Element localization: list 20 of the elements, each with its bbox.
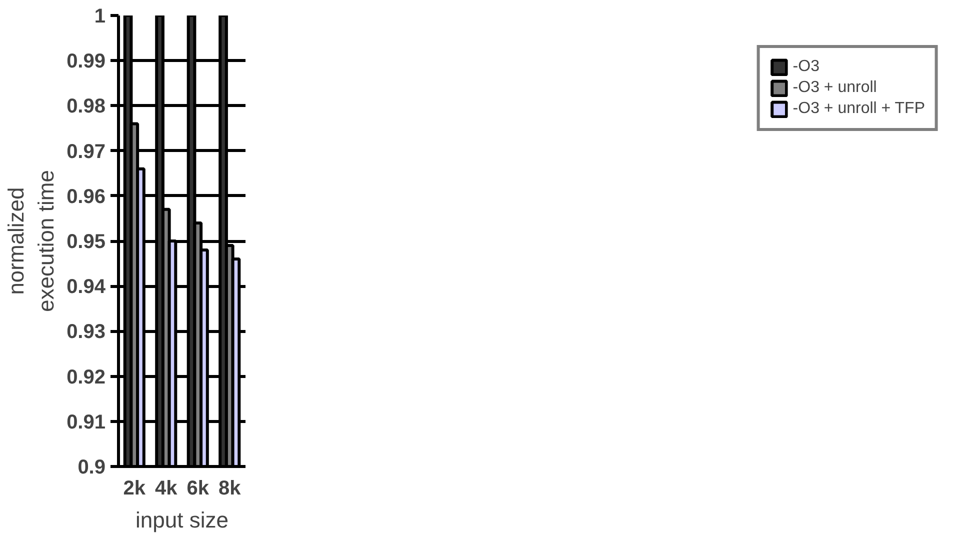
- y-tick-label: 1: [94, 6, 106, 28]
- y-tick-label: 0.96: [66, 186, 106, 208]
- legend-label: -O3 + unroll: [792, 79, 877, 97]
- y-tick-label: 0.91: [66, 411, 106, 434]
- y-tick-label: 0.97: [66, 140, 106, 163]
- x-tick-label: 4k: [155, 478, 178, 500]
- y-tick-label: 0.99: [66, 50, 106, 73]
- y-tick-label: 0.92: [66, 366, 106, 388]
- x-tick-label: 8k: [218, 478, 242, 500]
- x-tick-label: 6k: [186, 478, 210, 500]
- y-tick-label: 0.9: [78, 456, 106, 478]
- y-tick-label: 0.95: [66, 231, 106, 253]
- y-tick-label: 0.93: [66, 321, 106, 344]
- legend-label: -O3: [792, 58, 820, 76]
- x-tick-label: 2k: [123, 478, 146, 500]
- legend-label: -O3 + unroll + TFP: [792, 100, 925, 118]
- x-axis-title: input size: [136, 508, 228, 532]
- y-tick-label: 0.98: [66, 96, 106, 118]
- y-axis-title: normalized execution time: [4, 170, 59, 312]
- y-tick-label: 0.94: [66, 276, 106, 298]
